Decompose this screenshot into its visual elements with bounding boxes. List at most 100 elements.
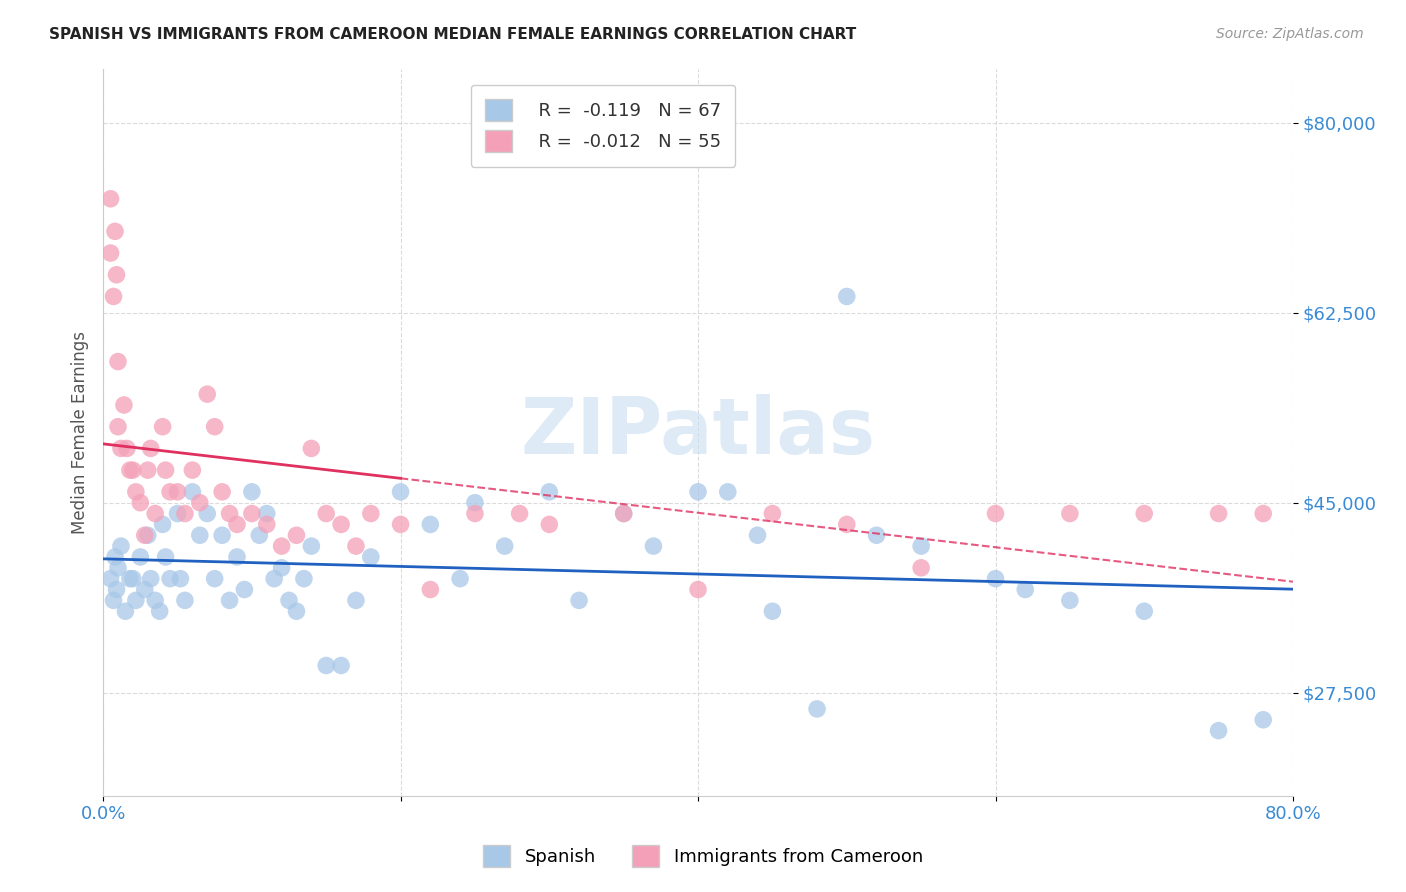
Point [139,572,162,586]
Legend:   R =  -0.119   N = 67,   R =  -0.012   N = 55: R = -0.119 N = 67, R = -0.012 N = 55 [471,85,735,167]
Point [105,268,128,282]
Point [389,484,412,499]
Point [292,572,315,586]
Point [122,463,145,477]
Y-axis label: Median Female Earnings: Median Female Earnings [72,331,89,533]
Point [233,582,256,597]
Point [107,561,129,575]
Point [104,224,127,238]
Point [155,463,177,477]
Point [100,192,122,206]
Point [188,496,211,510]
Point [195,507,218,521]
Point [226,517,249,532]
Point [1251,507,1274,521]
Point [263,572,285,586]
Point [152,419,174,434]
Point [1208,723,1230,738]
Point [149,604,172,618]
Point [143,507,166,521]
Point [169,572,191,586]
Point [464,496,486,510]
Point [218,593,240,607]
Point [270,539,292,553]
Point [747,528,769,542]
Point [110,442,132,456]
Point [104,549,127,564]
Point [103,289,125,303]
Point [464,507,486,521]
Text: ZIPatlas: ZIPatlas [520,394,876,470]
Point [118,463,141,477]
Point [686,484,709,499]
Point [285,604,308,618]
Point [134,528,156,542]
Point [125,484,148,499]
Point [256,517,278,532]
Point [115,442,138,456]
Point [211,484,233,499]
Point [806,702,828,716]
Point [278,593,301,607]
Point [107,354,129,368]
Point [204,419,226,434]
Point [389,517,412,532]
Point [218,507,240,521]
Point [270,561,292,575]
Point [107,419,129,434]
Point [538,484,561,499]
Point [330,658,353,673]
Point [105,582,128,597]
Point [103,593,125,607]
Point [419,517,441,532]
Point [195,387,218,401]
Point [125,593,148,607]
Point [166,507,188,521]
Point [118,572,141,586]
Point [240,484,263,499]
Point [761,507,783,521]
Point [240,507,263,521]
Point [166,484,188,499]
Point [1133,604,1156,618]
Point [360,549,382,564]
Point [360,507,382,521]
Point [509,507,531,521]
Point [344,593,367,607]
Point [159,484,181,499]
Point [188,528,211,542]
Point [174,507,197,521]
Point [100,572,122,586]
Point [835,517,858,532]
Point [1059,593,1081,607]
Point [129,549,152,564]
Point [136,528,159,542]
Point [449,572,471,586]
Point [181,463,204,477]
Point [613,507,636,521]
Point [285,528,308,542]
Point [174,593,197,607]
Point [247,528,270,542]
Point [643,539,665,553]
Point [910,539,932,553]
Text: Source: ZipAtlas.com: Source: ZipAtlas.com [1216,27,1364,41]
Point [686,582,709,597]
Point [984,572,1007,586]
Point [835,289,858,303]
Point [419,582,441,597]
Text: SPANISH VS IMMIGRANTS FROM CAMEROON MEDIAN FEMALE EARNINGS CORRELATION CHART: SPANISH VS IMMIGRANTS FROM CAMEROON MEDI… [49,27,856,42]
Point [299,539,322,553]
Point [139,442,162,456]
Point [613,507,636,521]
Point [129,496,152,510]
Point [143,593,166,607]
Point [299,442,322,456]
Point [112,398,135,412]
Point [204,572,226,586]
Point [761,604,783,618]
Point [1208,507,1230,521]
Point [1014,582,1036,597]
Point [134,582,156,597]
Point [344,539,367,553]
